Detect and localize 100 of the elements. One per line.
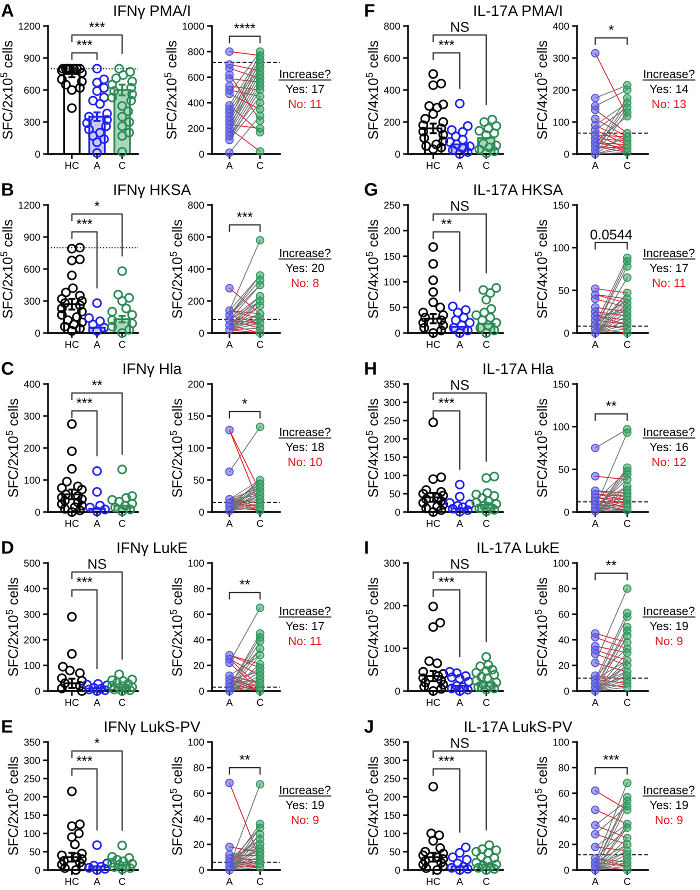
- annotation: *: [608, 25, 614, 30]
- annotation: **: [92, 380, 102, 386]
- y-tick-label: 600: [24, 86, 40, 94]
- y-tick-label: 100: [188, 738, 204, 746]
- text: Increase?: [280, 428, 330, 436]
- text: No: 11: [289, 636, 322, 646]
- y-tick-label: 100: [384, 830, 400, 838]
- y-tick-label: 100: [188, 560, 204, 567]
- y-tick-label: 60: [558, 610, 569, 618]
- x-tick-label: A: [456, 341, 464, 348]
- annotation: NS: [451, 201, 469, 211]
- x-tick-label: C: [483, 162, 490, 169]
- y-tick-label: 100: [553, 244, 569, 252]
- y-tick-label: 0: [564, 866, 569, 874]
- x-tick-label: A: [592, 341, 599, 348]
- x-tick-label: C: [119, 698, 126, 706]
- y-tick-label: 1200: [18, 22, 40, 30]
- text: No: 9: [292, 816, 319, 824]
- y-axis-title: SFC/2x10$^{5}$ cells: [164, 40, 176, 140]
- text: I: [365, 541, 368, 554]
- text: Yes: 20: [286, 264, 324, 272]
- x-tick-label: HC: [65, 162, 79, 169]
- y-tick-label: 50: [390, 490, 400, 498]
- x-tick-label: HC: [65, 520, 79, 527]
- x-tick-label: C: [483, 698, 490, 706]
- y-axis-title: SFC/4x10$^{5}$ cells: [535, 220, 548, 318]
- y-tick-label: 60: [558, 790, 569, 797]
- y-tick-label: 100: [384, 472, 400, 480]
- annotation: NS: [451, 738, 469, 748]
- y-tick-label: 150: [553, 380, 569, 388]
- y-tick-label: 0: [199, 330, 204, 337]
- y-tick-label: 400: [552, 22, 569, 30]
- y-tick-label: 200: [24, 794, 40, 801]
- annotation: ***: [76, 577, 92, 582]
- y-tick-label: 350: [384, 380, 400, 388]
- text: F: [365, 4, 374, 17]
- x-tick-label: A: [226, 699, 233, 706]
- x-tick-label: C: [624, 162, 630, 169]
- text: Yes: 18: [286, 442, 324, 452]
- y-tick-label: 150: [553, 202, 569, 209]
- y-tick-label: 900: [24, 54, 40, 62]
- x-tick-label: A: [456, 520, 464, 527]
- annotation: ***: [89, 22, 105, 28]
- y-tick-label: 50: [390, 304, 400, 312]
- y-tick-label: 100: [24, 662, 40, 670]
- y-tick-label: 300: [24, 610, 40, 618]
- x-tick-label: C: [624, 340, 630, 348]
- y-tick-label: 800: [188, 48, 204, 56]
- annotation: ***: [438, 577, 454, 582]
- y-tick-label: 0: [564, 508, 569, 516]
- annotation: Increase?: [644, 786, 694, 794]
- y-tick-label: 150: [384, 252, 400, 260]
- text: Yes: 17: [650, 264, 688, 272]
- y-tick-label: 200: [553, 86, 569, 94]
- y-tick-label: 100: [384, 644, 400, 652]
- y-tick-label: 150: [384, 812, 400, 819]
- y-tick-label: 0: [395, 330, 400, 337]
- y-tick-label: 100: [24, 476, 40, 484]
- annotation: **: [606, 560, 616, 566]
- y-tick-label: 40: [193, 815, 204, 823]
- y-tick-label: 300: [384, 756, 400, 764]
- y-tick-label: 40: [193, 636, 204, 644]
- y-tick-label: 60: [194, 610, 204, 618]
- x-tick-label: C: [624, 878, 630, 885]
- annotation: **: [240, 754, 250, 760]
- annotation: NS: [451, 559, 469, 569]
- y-tick-label: 0: [395, 866, 400, 874]
- annotation: ***: [76, 219, 92, 224]
- y-tick-label: 100: [384, 278, 400, 286]
- y-tick-label: 200: [188, 125, 204, 132]
- x-tick-label: A: [456, 878, 464, 885]
- annotation: Increase?: [644, 248, 694, 258]
- y-axis-title: SFC/4x10$^{5}$ cells: [366, 756, 378, 856]
- text: No: 9: [656, 816, 683, 824]
- text: Yes: 16: [650, 442, 688, 452]
- y-axis-title: SFC/2x10$^{5}$ cells: [6, 578, 18, 676]
- x-tick-label: C: [119, 878, 126, 885]
- y-tick-label: 300: [384, 398, 400, 406]
- x-tick-label: A: [226, 878, 233, 885]
- y-tick-label: 50: [30, 848, 40, 856]
- y-tick-label: 400: [24, 585, 40, 592]
- y-tick-label: 40: [558, 815, 569, 823]
- x-tick-label: HC: [426, 340, 440, 348]
- y-tick-label: 0: [199, 508, 204, 516]
- annotation: NS: [451, 22, 469, 32]
- y-tick-label: 100: [553, 738, 569, 746]
- text: Yes: 19: [650, 800, 688, 810]
- y-tick-label: 50: [558, 466, 569, 474]
- x-tick-label: C: [256, 340, 264, 348]
- y-axis-title: SFC/2x10$^{5}$ cells: [0, 220, 12, 318]
- text: Increase?: [280, 606, 330, 616]
- text: G: [364, 183, 377, 196]
- x-tick-label: A: [592, 520, 599, 527]
- y-axis-title: SFC/2x10$^{5}$ cells: [170, 578, 182, 676]
- chart-title: IFNγ LukS-PV: [105, 720, 200, 736]
- annotation: NS: [88, 559, 106, 569]
- y-tick-label: 100: [553, 118, 569, 126]
- text: Yes: 17: [286, 622, 324, 630]
- y-tick-label: 50: [558, 286, 569, 294]
- annotation: *: [94, 201, 100, 206]
